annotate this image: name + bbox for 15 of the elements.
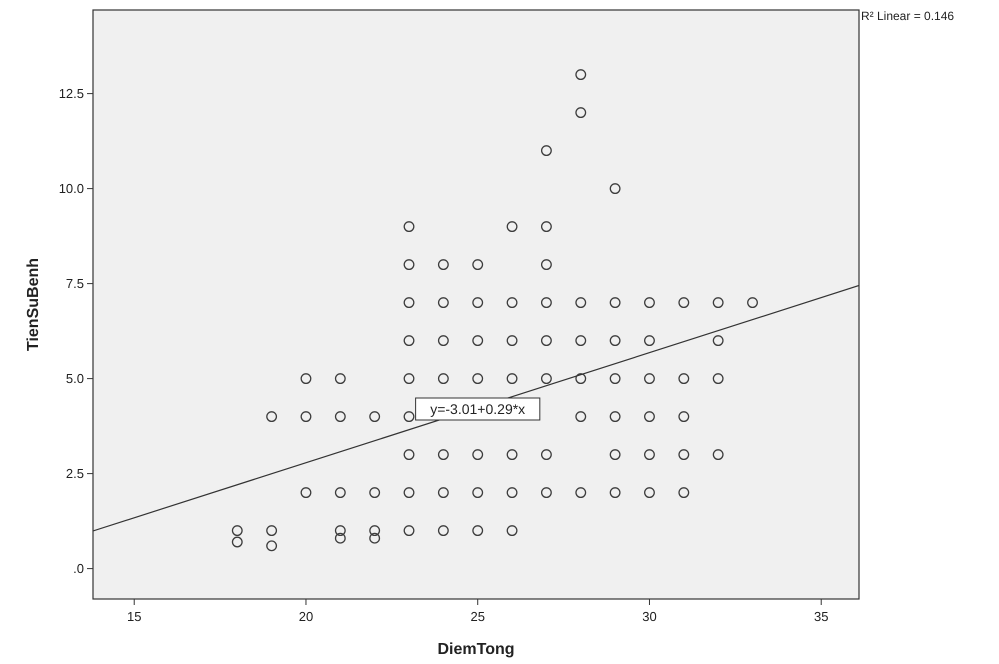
x-tick-label: 15 xyxy=(126,609,142,624)
y-tick-label: 2.5 xyxy=(66,466,84,482)
x-tick-label: 25 xyxy=(470,609,485,624)
y-tick-label: 10.0 xyxy=(58,181,84,196)
x-axis-title: DiemTong xyxy=(437,641,515,658)
text: R² Linear = 0.146 xyxy=(861,9,954,23)
x-tick-label: 35 xyxy=(814,609,828,624)
y-tick-label: 7.5 xyxy=(66,276,84,292)
x-tick-label: 20 xyxy=(298,609,314,624)
y-tick-label: 5.0 xyxy=(66,371,84,386)
y-tick-label: 12.5 xyxy=(58,86,84,102)
y-tick-label: .0 xyxy=(73,561,84,576)
annotation: y=-3.01+0.29*x xyxy=(430,401,526,417)
x-tick-label: 30 xyxy=(642,609,657,624)
y-axis-title: TienSuBenh xyxy=(25,258,42,352)
